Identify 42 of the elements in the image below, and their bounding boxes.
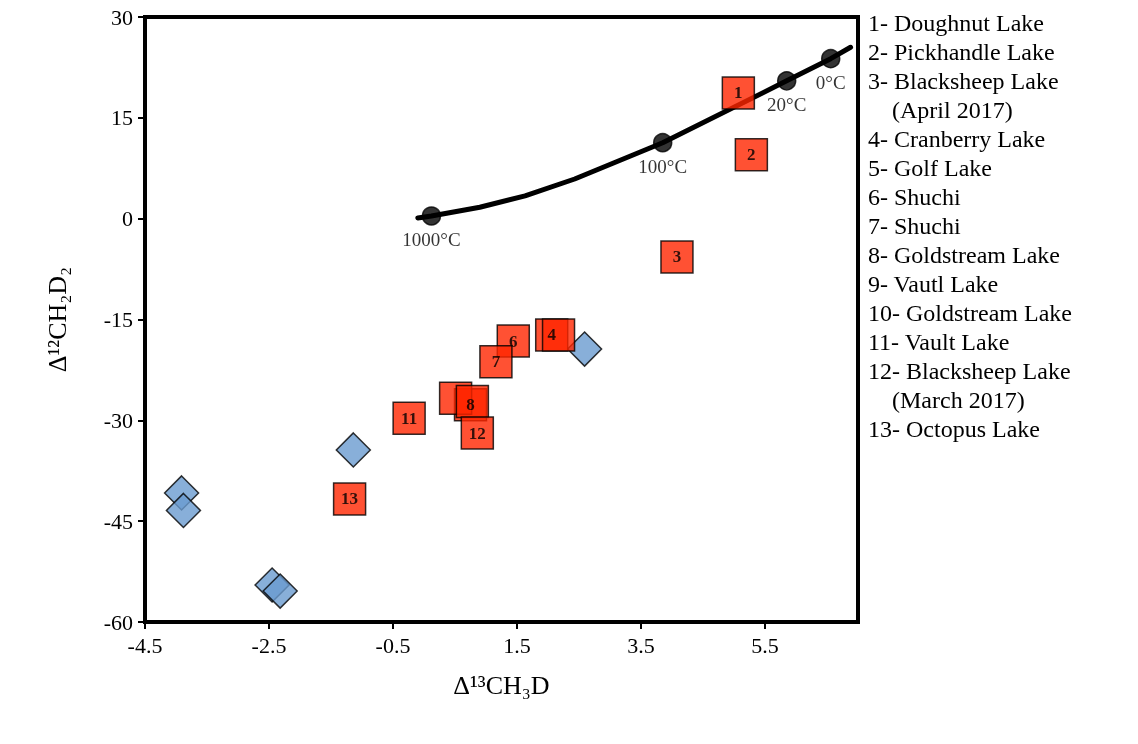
y-axis-title: Δ¹²CH₂D₂ — [42, 266, 72, 373]
annotation: 3 — [672, 247, 682, 267]
x-tick-label: -0.5 — [375, 632, 411, 658]
y-tick-label: 30 — [111, 4, 133, 30]
text: 8- Goldstream Lake — [868, 241, 1060, 268]
annotation: 4 — [547, 325, 557, 345]
text: 11- Vault Lake — [868, 328, 1010, 355]
text: 6- Shuchi — [868, 183, 961, 210]
y-tick-label: -15 — [103, 307, 133, 332]
annotation: 8 — [466, 395, 475, 415]
annotation: 0°C — [815, 71, 846, 93]
annotation: 12 — [468, 423, 486, 443]
text: 5- Golf Lake — [868, 154, 992, 181]
y-tick-label: -30 — [103, 407, 133, 433]
y-tick-label: 15 — [111, 105, 133, 131]
y-tick-label: 0 — [122, 206, 133, 232]
annotation: 1 — [734, 83, 743, 103]
annotation: 6 — [509, 331, 518, 351]
annotation: 11 — [401, 408, 418, 428]
text: 10- Goldstream Lake — [868, 299, 1072, 326]
text: 2- Pickhandle Lake — [868, 38, 1055, 65]
annotation: 20°C — [767, 93, 807, 115]
annotation: 2 — [747, 145, 756, 165]
y-tick-label: -60 — [103, 609, 133, 635]
text: 9- Vautl Lake — [868, 270, 999, 297]
x-tick-label: 1.5 — [503, 632, 531, 658]
annotation: 13 — [341, 489, 359, 509]
x-axis-title: Δ¹³CH₃D — [453, 670, 550, 700]
text: 1- Doughnut Lake — [868, 9, 1044, 36]
x-tick-label: 5.5 — [751, 632, 779, 658]
x-tick-label: -2.5 — [251, 632, 287, 658]
text: 3- Blacksheep Lake (April 2017) — [868, 67, 1059, 123]
annotation: 7 — [491, 352, 501, 372]
annotation: 100°C — [638, 155, 688, 177]
text: 12- Blacksheep Lake (March 2017) — [868, 357, 1071, 413]
text: 13- Octopus Lake — [868, 415, 1040, 442]
x-tick-label: -4.5 — [127, 632, 163, 658]
text: 4- Cranberry Lake — [868, 125, 1046, 152]
x-tick-label: 3.5 — [627, 632, 655, 658]
y-tick-label: -45 — [103, 508, 133, 534]
annotation: 1000°C — [402, 228, 461, 250]
text: 7- Shuchi — [868, 212, 961, 239]
